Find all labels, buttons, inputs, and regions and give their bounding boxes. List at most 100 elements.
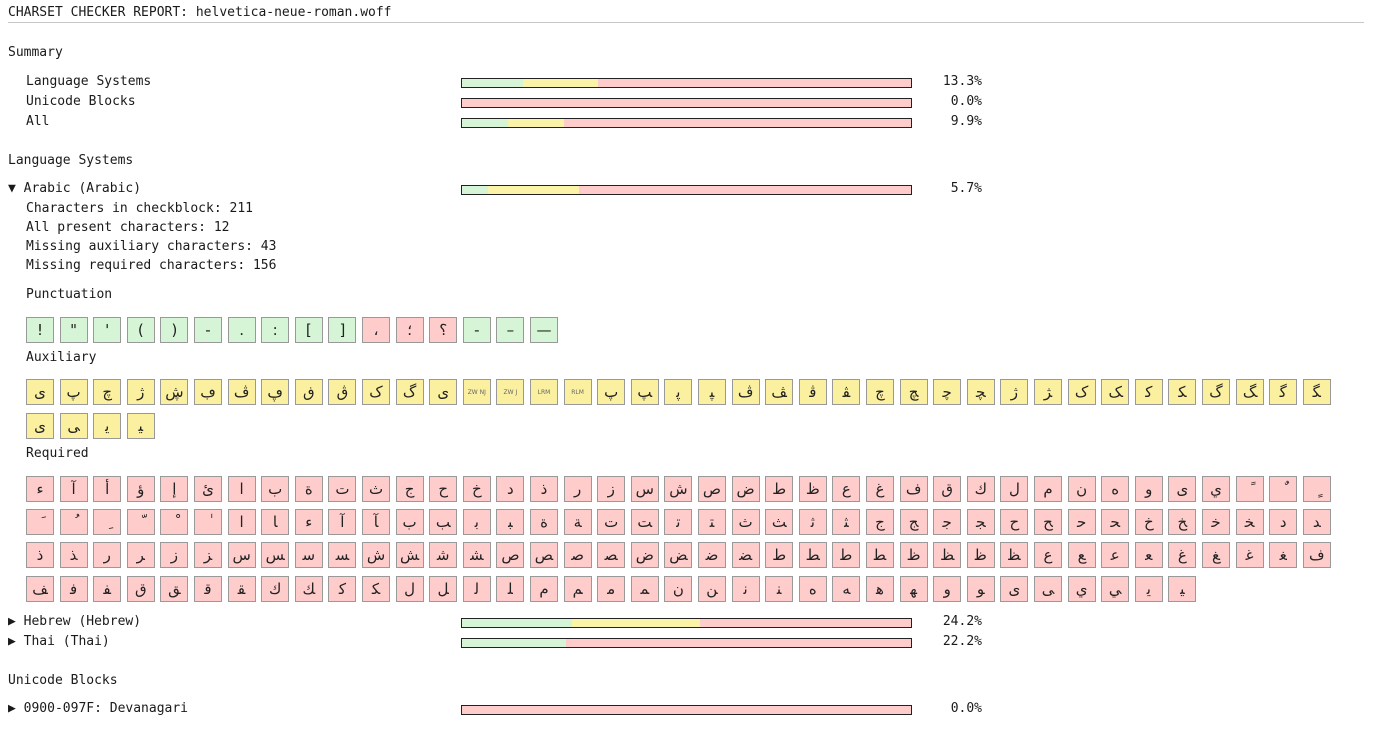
glyph-tile[interactable]: ﮏ [1101, 379, 1130, 405]
glyph-tile[interactable]: ﻢ [563, 576, 592, 602]
glyph-tile[interactable]: ﺞ [899, 509, 928, 535]
glyph-tile[interactable]: " [59, 317, 88, 343]
glyph-tile[interactable]: ﺠ [966, 509, 995, 535]
glyph-tile[interactable]: ﻕ [126, 576, 155, 602]
glyph-tile[interactable]: ﺓ [530, 509, 558, 535]
glyph-tile[interactable]: ڨ [328, 379, 357, 405]
glyph-tile[interactable]: ﻑ [1302, 542, 1331, 568]
glyph-tile[interactable]: ش [664, 476, 693, 502]
arabic-toggle[interactable]: ▼ Arabic (Arabic) [8, 181, 142, 196]
glyph-tile[interactable]: ﻝ [395, 576, 424, 602]
glyph-tile[interactable]: ﺰ [194, 542, 222, 568]
glyph-tile[interactable]: ﻁ [765, 542, 794, 568]
glyph-tile[interactable]: ﺢ [1034, 509, 1062, 535]
glyph-tile[interactable]: ڧ [294, 379, 323, 405]
glyph-tile[interactable]: ﺎ [261, 509, 290, 535]
glyph-tile[interactable]: ؟ [429, 317, 458, 343]
glyph-tile[interactable]: ﻊ [1067, 542, 1096, 568]
glyph-tile[interactable]: َ [26, 509, 54, 535]
glyph-tile[interactable]: ﻛ [328, 576, 357, 602]
glyph-tile[interactable]: ، [362, 317, 390, 343]
glyph-tile[interactable]: ﻐ [1269, 542, 1298, 568]
glyph-tile[interactable]: ا [227, 476, 256, 502]
glyph-tile[interactable]: ﻬ [899, 576, 928, 602]
glyph-tile[interactable]: — [530, 317, 558, 343]
glyph-tile[interactable]: ﻋ [1101, 542, 1130, 568]
glyph-tile[interactable]: ﺖ [630, 509, 659, 535]
glyph-tile[interactable]: ﮕ [1302, 379, 1331, 405]
glyph-tile[interactable]: ﻄ [866, 542, 894, 568]
glyph-tile[interactable]: ﻱ [1067, 576, 1096, 602]
glyph-tile[interactable]: ﺪ [1302, 509, 1331, 535]
glyph-tile[interactable]: ﻨ [765, 576, 794, 602]
glyph-tile[interactable]: ﻡ [530, 576, 558, 602]
glyph-tile[interactable]: ﺑ [462, 509, 491, 535]
glyph-tile[interactable]: ﻣ [597, 576, 626, 602]
glyph-tile[interactable]: ٰ [194, 509, 222, 535]
glyph-tile[interactable]: ﺶ [395, 542, 424, 568]
glyph-tile[interactable]: ﯽ [59, 413, 88, 439]
glyph-tile[interactable]: ﺟ [933, 509, 962, 535]
glyph-tile[interactable]: ﺯ [160, 542, 189, 568]
glyph-tile[interactable]: . [227, 317, 256, 343]
glyph-tile[interactable]: ﻅ [899, 542, 928, 568]
glyph-tile[interactable]: گ [395, 379, 424, 405]
glyph-tile[interactable]: ﻂ [798, 542, 827, 568]
glyph-tile[interactable]: ﺛ [798, 509, 827, 535]
glyph-tile[interactable]: م [1034, 476, 1062, 502]
glyph-tile[interactable]: ﮎ [1067, 379, 1096, 405]
glyph-tile[interactable]: ﻩ [798, 576, 827, 602]
glyph-tile[interactable]: ﺲ [261, 542, 290, 568]
glyph-tile[interactable]: LRM [530, 379, 558, 405]
glyph-tile[interactable]: ﺻ [563, 542, 592, 568]
glyph-tile[interactable]: ﺒ [496, 509, 525, 535]
glyph-tile[interactable]: ل [1000, 476, 1029, 502]
glyph-tile[interactable]: ﭗ [630, 379, 659, 405]
glyph-tile[interactable]: ﻌ [1134, 542, 1163, 568]
glyph-tile[interactable]: ؛ [395, 317, 424, 343]
glyph-tile[interactable]: ﻆ [933, 542, 962, 568]
glyph-tile[interactable]: ز [597, 476, 626, 502]
glyph-tile[interactable]: ﻎ [1202, 542, 1230, 568]
glyph-tile[interactable]: ﻜ [362, 576, 390, 602]
glyph-tile[interactable]: پ [59, 379, 88, 405]
glyph-tile[interactable]: ﻤ [630, 576, 659, 602]
glyph-tile[interactable]: ﮐ [1134, 379, 1163, 405]
glyph-tile[interactable]: ﺳ [294, 542, 323, 568]
glyph-tile[interactable]: ُ [59, 509, 88, 535]
glyph-tile[interactable]: ﻠ [496, 576, 525, 602]
glyph-tile[interactable]: ﻦ [698, 576, 726, 602]
thai-toggle[interactable]: ▶ Thai (Thai) [8, 634, 110, 649]
glyph-tile[interactable]: ن [1067, 476, 1096, 502]
glyph-tile[interactable]: إ [160, 476, 189, 502]
glyph-tile[interactable]: ﺭ [93, 542, 122, 568]
glyph-tile[interactable]: ﺺ [530, 542, 558, 568]
glyph-tile[interactable]: ﺮ [126, 542, 155, 568]
glyph-tile[interactable]: ﻈ [1000, 542, 1029, 568]
glyph-tile[interactable]: ّ [126, 509, 155, 535]
glyph-tile[interactable]: ت [328, 476, 357, 502]
glyph-tile[interactable]: ﻥ [664, 576, 693, 602]
glyph-tile[interactable]: ﺧ [1202, 509, 1230, 535]
glyph-tile[interactable]: ﭙ [698, 379, 726, 405]
glyph-tile[interactable]: ﺍ [227, 509, 256, 535]
glyph-tile[interactable]: ث [362, 476, 390, 502]
glyph-tile[interactable]: ( [126, 317, 155, 343]
glyph-tile[interactable]: ﭭ [832, 379, 861, 405]
glyph-tile[interactable]: : [261, 317, 290, 343]
glyph-tile[interactable]: ﻗ [194, 576, 222, 602]
glyph-tile[interactable]: ٌ [1269, 476, 1298, 502]
glyph-tile[interactable]: ﻯ [1000, 576, 1029, 602]
glyph-tile[interactable]: ح [429, 476, 458, 502]
glyph-tile[interactable]: ﻉ [1034, 542, 1062, 568]
glyph-tile[interactable]: ﺵ [362, 542, 390, 568]
glyph-tile[interactable]: ﭼ [933, 379, 962, 405]
glyph-tile[interactable]: ﻫ [866, 576, 894, 602]
glyph-tile[interactable]: ﻓ [59, 576, 88, 602]
glyph-tile[interactable]: ﻒ [26, 576, 54, 602]
glyph-tile[interactable]: ْ [160, 509, 189, 535]
glyph-tile[interactable]: ق [933, 476, 962, 502]
glyph-tile[interactable]: ى [1168, 476, 1197, 502]
glyph-tile[interactable]: ' [93, 317, 122, 343]
glyph-tile[interactable]: ﺬ [59, 542, 88, 568]
